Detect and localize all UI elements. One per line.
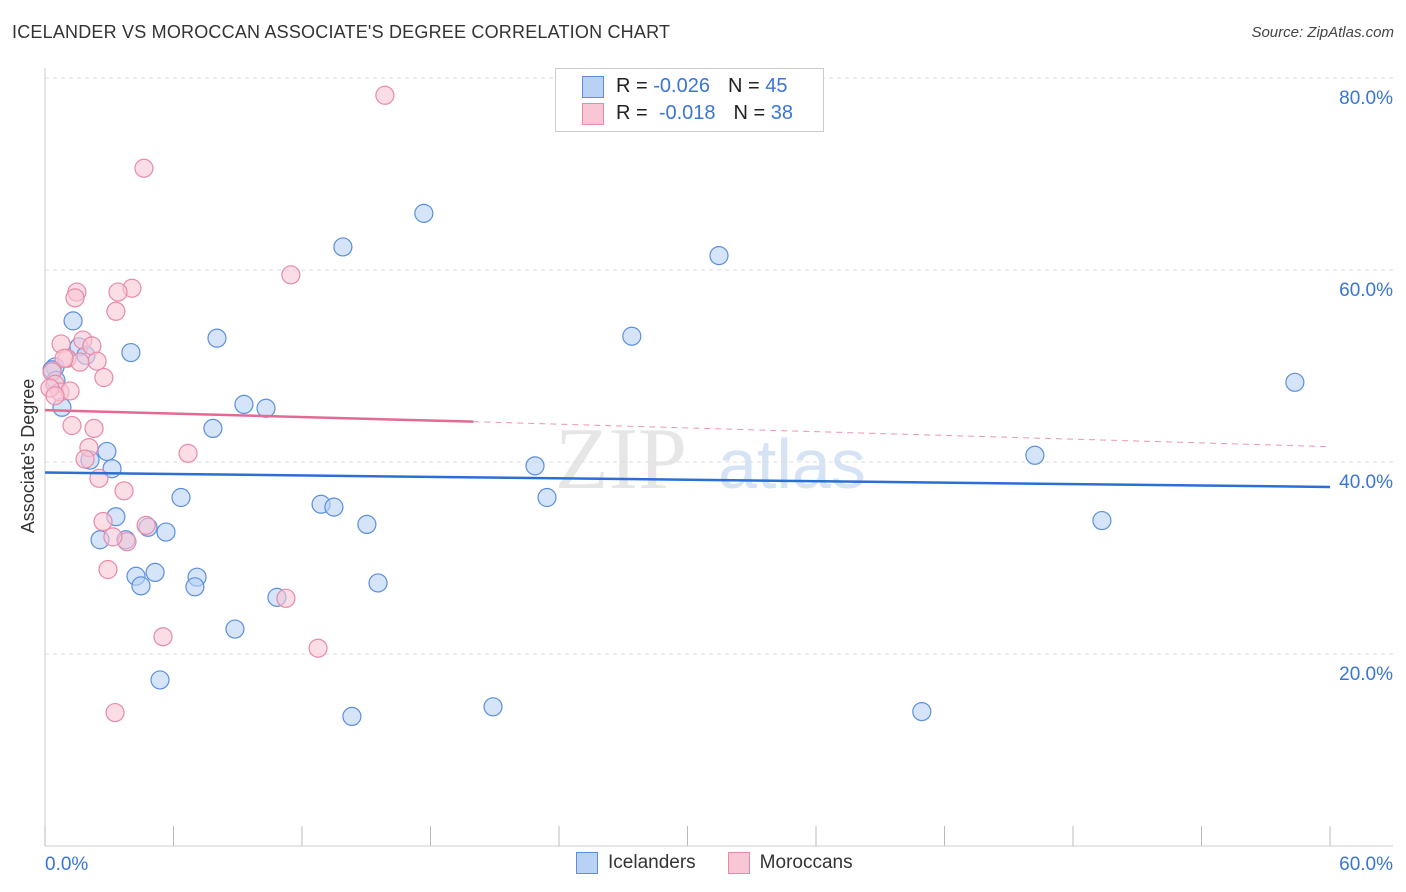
y-axis-label: Associate's Degree <box>18 379 38 534</box>
icelander-point <box>145 562 165 583</box>
icelander-point <box>185 577 205 597</box>
moroccan-point <box>93 511 113 532</box>
n-label: N = <box>733 102 766 124</box>
series-legend: Icelanders Moroccans <box>576 852 853 874</box>
icelander-point <box>912 701 932 722</box>
icelander-point <box>207 328 227 348</box>
icelander-point <box>1025 445 1045 465</box>
moroccan-point <box>114 481 134 501</box>
moroccan-point <box>136 515 156 535</box>
icelanders-legend-label: Icelanders <box>608 852 696 873</box>
watermark-atlas: atlas <box>718 425 866 503</box>
icelander-point <box>203 418 223 438</box>
icelander-point <box>150 670 170 690</box>
icelanders-n-value: 45 <box>765 75 788 97</box>
icelander-point <box>368 573 388 593</box>
icelander-point <box>256 398 276 418</box>
moroccan-point <box>98 559 118 580</box>
moroccan-point <box>65 288 85 308</box>
moroccan-point <box>281 265 301 285</box>
icelander-point <box>156 522 176 542</box>
moroccan-point <box>153 627 173 647</box>
moroccans-legend-swatch <box>727 852 750 874</box>
icelander-point <box>342 706 362 727</box>
moroccan-point <box>375 85 395 105</box>
moroccan-point <box>87 351 107 371</box>
moroccan-point <box>108 282 128 302</box>
icelander-point <box>131 576 151 596</box>
y-tick-label: 60.0% <box>1339 280 1393 301</box>
icelander-point <box>622 326 642 346</box>
moroccan-point <box>105 702 125 723</box>
legend-row-icelanders: R = -0.026 N = 45 <box>582 75 787 98</box>
icelanders-trend-line <box>44 471 1331 489</box>
r-label: R = <box>616 102 648 124</box>
moroccan-point <box>134 158 154 178</box>
moroccans-trend-line <box>44 408 474 423</box>
icelander-point <box>357 514 377 535</box>
icelander-point <box>171 487 191 508</box>
legend-row-moroccans: R = -0.018 N = 38 <box>582 102 793 125</box>
icelander-point <box>324 497 344 517</box>
r-label: R = <box>616 75 648 97</box>
icelanders-swatch <box>582 75 604 98</box>
moroccans-r-value: -0.018 <box>658 102 716 124</box>
stats-legend: R = -0.026 N = 45 R = -0.018 N = 38 <box>555 68 824 132</box>
icelander-point <box>525 456 545 476</box>
icelanders-legend-swatch <box>576 852 598 874</box>
icelander-point <box>537 487 557 508</box>
y-tick-label: 40.0% <box>1339 472 1393 493</box>
x-tick-label-max: 60.0% <box>1339 854 1393 875</box>
icelander-point <box>121 342 141 363</box>
n-label: N = <box>727 75 760 97</box>
moroccan-point <box>54 348 74 368</box>
moroccans-swatch <box>582 102 604 125</box>
icelander-point <box>333 237 353 257</box>
source-label: Source: ZipAtlas.com <box>1251 24 1394 41</box>
moroccan-point <box>45 386 65 406</box>
chart-title: ICELANDER VS MOROCCAN ASSOCIATE'S DEGREE… <box>12 22 671 42</box>
x-tick-label-min: 0.0% <box>45 854 88 875</box>
y-tick-label: 20.0% <box>1339 664 1393 685</box>
moroccans-n-value: 38 <box>770 102 794 124</box>
moroccan-point <box>276 588 296 608</box>
icelander-point <box>97 441 117 462</box>
moroccan-point <box>178 443 198 463</box>
moroccan-point <box>84 418 104 438</box>
moroccan-point <box>62 415 82 436</box>
icelander-point <box>483 697 503 717</box>
moroccan-point <box>106 301 126 321</box>
icelander-point <box>414 203 434 223</box>
icelanders-r-value: -0.026 <box>653 75 710 97</box>
icelander-point <box>1092 510 1112 531</box>
moroccan-point <box>103 527 123 547</box>
moroccans-legend-label: Moroccans <box>759 852 853 873</box>
icelander-point <box>63 311 83 331</box>
moroccan-point <box>70 352 90 372</box>
icelander-point <box>225 619 245 639</box>
moroccan-point <box>75 449 95 469</box>
moroccan-point <box>94 367 114 388</box>
icelander-point <box>709 246 729 266</box>
icelander-point <box>234 394 254 414</box>
y-tick-label: 80.0% <box>1339 88 1393 109</box>
moroccan-point <box>308 638 328 658</box>
icelander-point <box>1285 372 1305 392</box>
